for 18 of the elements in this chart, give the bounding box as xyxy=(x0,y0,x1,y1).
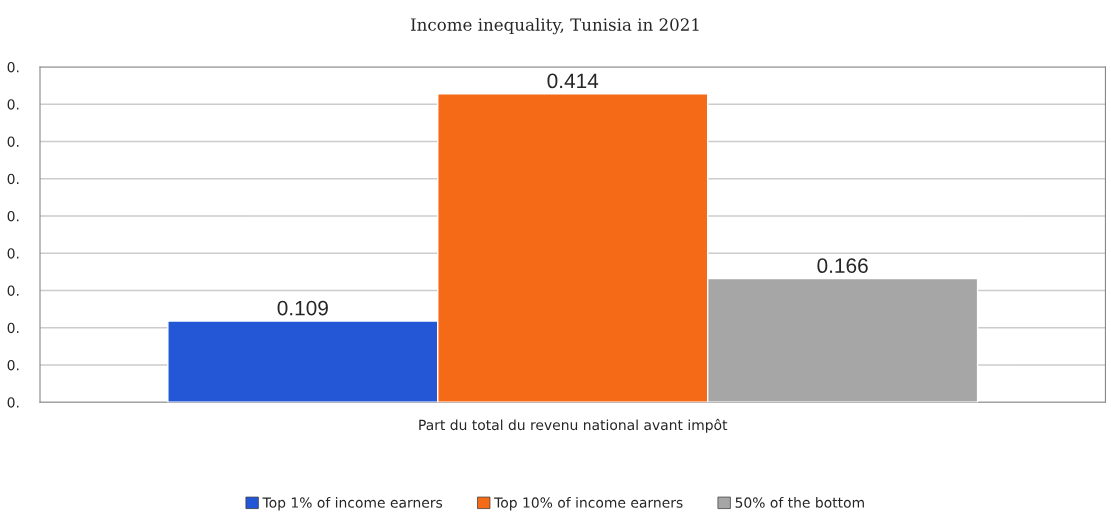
chart-title: Income inequality, Tunisia in 2021 xyxy=(410,17,699,35)
y-tick-label: 0. xyxy=(7,136,19,147)
y-tick-label: 0. xyxy=(7,397,19,408)
x-tick-label: Part du total du revenu national avant impôt xyxy=(419,418,728,433)
y-tick-label: 0. xyxy=(7,359,19,371)
legend-label: Top 10% of income earners xyxy=(494,497,683,511)
legend-label: Top 1% of income earners xyxy=(262,497,443,511)
data-label: 0.414 xyxy=(547,73,599,89)
y-tick-label: 0. xyxy=(7,173,19,185)
legend-label: 50% of the bottom xyxy=(735,497,864,508)
data-label: 0.109 xyxy=(277,300,328,316)
y-tick-label: 0. xyxy=(7,285,19,296)
data-label: 0.166 xyxy=(817,258,868,274)
y-tick-label: 0. xyxy=(7,99,19,110)
y-tick-label: 0. xyxy=(7,61,19,73)
y-tick-label: 0. xyxy=(7,322,19,334)
y-tick-label: 0. xyxy=(7,248,19,259)
y-tick-label: 0. xyxy=(7,210,19,222)
